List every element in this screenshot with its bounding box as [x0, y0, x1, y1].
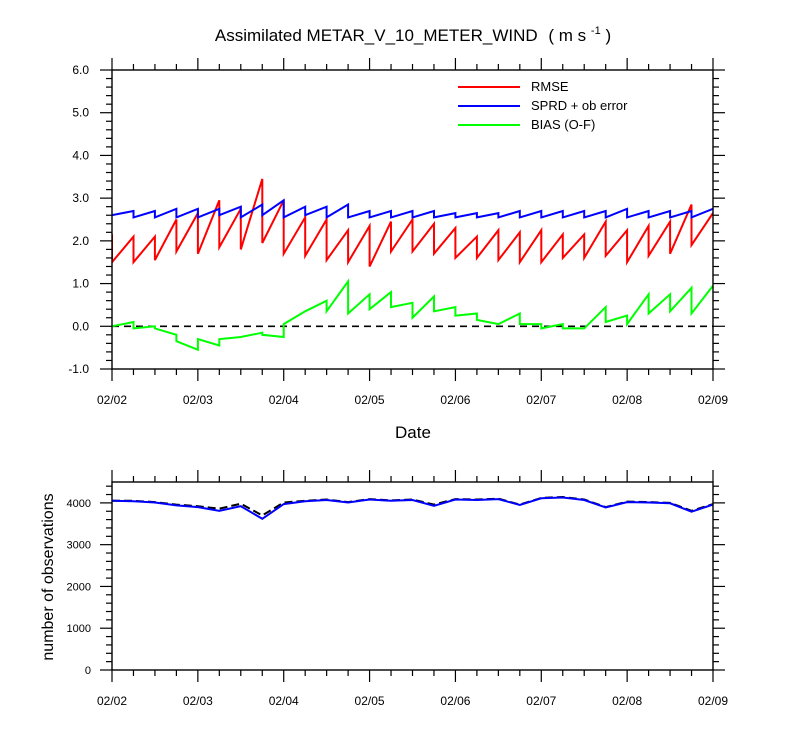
- legend-label-rmse: RMSE: [531, 79, 569, 94]
- y-tick-label: 0: [85, 665, 91, 677]
- y-tick-label: 1000: [67, 623, 91, 635]
- y-tick-label: 4.0: [72, 148, 89, 162]
- bottom-series-group: [112, 495, 713, 520]
- sprd-ob-error-line: [112, 198, 713, 220]
- bias-o-f-line: [112, 278, 713, 352]
- x-tick-label: 02/09: [698, 393, 728, 407]
- legend-label-sprd-ob-error: SPRD + ob error: [531, 98, 628, 113]
- x-tick-label: 02/08: [612, 393, 642, 407]
- y-axis-label: number of observations: [40, 493, 57, 660]
- series-0-line: [112, 495, 713, 517]
- x-tick-label: 02/09: [698, 694, 728, 708]
- x-tick-label: 02/05: [355, 393, 385, 407]
- x-axis-label: Date: [395, 423, 431, 442]
- x-tick-label: 02/06: [440, 694, 470, 708]
- x-tick-label: 02/03: [183, 393, 213, 407]
- x-tick-label: 02/02: [97, 694, 127, 708]
- y-tick-label: 0.0: [72, 319, 89, 333]
- rmse-line: [112, 178, 713, 267]
- y-tick-label: 3000: [67, 540, 91, 552]
- bottom-panel: 02/02 02/03 02/04 02/05 02/06 02/07 02/08 02/09…: [67, 470, 728, 708]
- x-tick-label: 02/04: [269, 393, 299, 407]
- x-tick-label: 02/08: [612, 694, 642, 708]
- chart-title-units-exponent: -1: [591, 25, 601, 37]
- chart-title: Assimilated METAR_V_10_METER_WIND ( m s …: [215, 19, 611, 45]
- chart-title-units: ( m s: [548, 26, 586, 45]
- legend-label-bias-o-f: BIAS (O-F): [531, 117, 595, 132]
- x-tick-label: 02/06: [440, 393, 470, 407]
- series-1-line: [112, 496, 713, 520]
- x-tick-label: 02/07: [526, 694, 556, 708]
- chart-title-text: Assimilated METAR_V_10_METER_WIND: [215, 26, 538, 45]
- y-tick-label: -1.0: [68, 362, 89, 376]
- y-tick-label: 2.0: [72, 234, 89, 248]
- x-tick-label: 02/05: [355, 694, 385, 708]
- chart-title-units-close: ): [605, 26, 611, 45]
- y-tick-label: 1.0: [72, 277, 89, 291]
- y-tick-label: 5.0: [72, 106, 89, 120]
- x-tick-label: 02/02: [97, 393, 127, 407]
- plot-frame: [111, 481, 714, 671]
- top-panel: 02/02 02/03 02/04 02/05 02/06 02/07 02/08 02/09…: [68, 58, 728, 407]
- x-tick-label: 02/07: [526, 393, 556, 407]
- top-series-group: [112, 178, 713, 352]
- y-tick-label: 4000: [67, 498, 91, 510]
- legend: RMSE SPRD + ob error BIAS (O-F): [458, 79, 628, 132]
- x-tick-label: 02/04: [269, 694, 299, 708]
- top-axes: 02/02 02/03 02/04 02/05 02/06 02/07 02/08 02/09…: [68, 58, 728, 407]
- x-tick-label: 02/03: [183, 694, 213, 708]
- y-tick-label: 2000: [67, 581, 91, 593]
- bottom-axes: 02/02 02/03 02/04 02/05 02/06 02/07 02/08 02/09…: [67, 470, 728, 708]
- y-tick-label: 6.0: [72, 63, 89, 77]
- y-tick-label: 3.0: [72, 191, 89, 205]
